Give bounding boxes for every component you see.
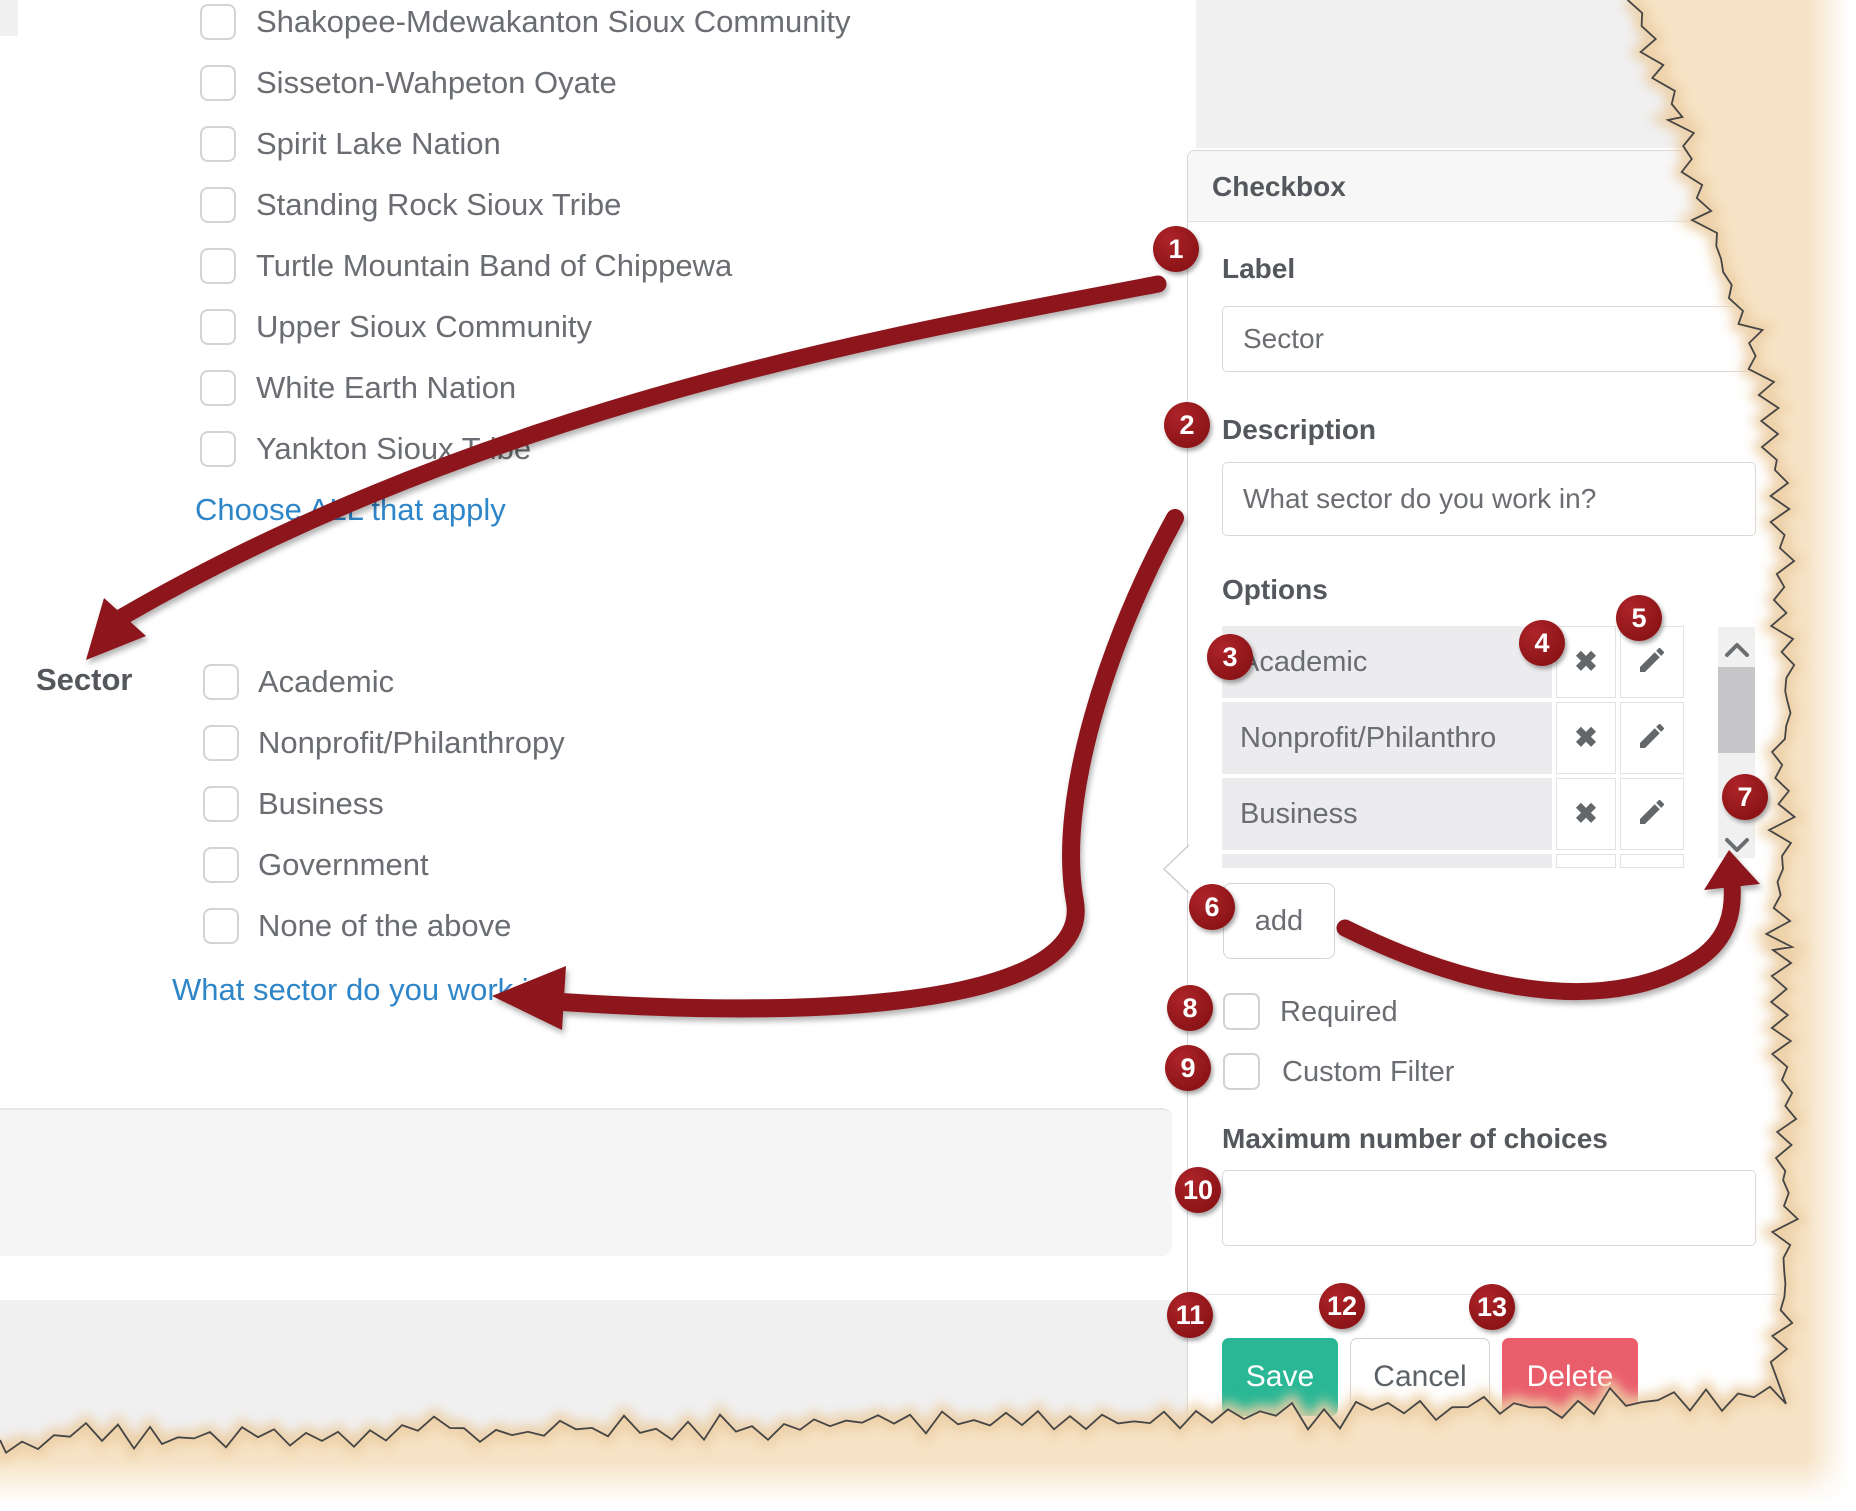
annotation-badge: 7 (1722, 774, 1768, 820)
checkbox[interactable] (203, 786, 239, 822)
label-input[interactable]: Sector (1222, 306, 1756, 372)
bottom-section-band (0, 1300, 1188, 1470)
checkbox[interactable] (200, 309, 236, 345)
save-button[interactable]: Save (1222, 1338, 1338, 1416)
checkbox[interactable] (200, 65, 236, 101)
option-label: Academic (258, 664, 395, 699)
panel-title: Checkbox (1212, 171, 1346, 202)
edit-pencil-icon (1636, 796, 1668, 833)
label-heading: Label (1222, 253, 1296, 284)
edit-option-button[interactable] (1620, 702, 1684, 774)
option-label: Upper Sioux Community (256, 309, 592, 344)
option-label: None of the above (258, 908, 512, 943)
description-heading: Description (1222, 414, 1377, 445)
annotation-badge: 3 (1207, 634, 1253, 680)
remove-icon: ✖ (1574, 646, 1598, 677)
option-label: Shakopee-Mdewakanton Sioux Community (256, 4, 851, 39)
option-label: Government (258, 847, 429, 882)
option-row-text: Nonprofit/Philanthro (1222, 702, 1552, 774)
option-row-text (1222, 854, 1552, 868)
next-field-placeholder-band (0, 1108, 1172, 1256)
options-scrollbar-thumb[interactable] (1718, 667, 1755, 753)
custom-filter-checkbox[interactable] (1223, 1053, 1260, 1090)
delete-button[interactable]: Delete (1502, 1338, 1638, 1416)
annotation-badge: 13 (1469, 1284, 1515, 1330)
option-label: Nonprofit/Philanthropy (258, 725, 565, 760)
checkbox[interactable] (200, 4, 236, 40)
annotation-badge: 8 (1167, 985, 1213, 1031)
annotation-badge: 1 (1153, 226, 1199, 272)
add-option-button[interactable]: add (1223, 883, 1335, 959)
description-input[interactable]: What sector do you work in? (1222, 462, 1756, 536)
checkbox[interactable] (203, 664, 239, 700)
page-corner-fragment (0, 0, 18, 36)
options-heading: Options (1222, 574, 1328, 605)
option-label: Sisseton-Wahpeton Oyate (256, 65, 617, 100)
option-row-text: Business (1222, 778, 1552, 850)
option-label: Business (258, 786, 384, 821)
sector-description-link[interactable]: What sector do you work in? (172, 972, 564, 1007)
annotation-badge: 9 (1165, 1045, 1211, 1091)
edit-option-button[interactable] (1620, 778, 1684, 850)
remove-icon: ✖ (1574, 798, 1598, 829)
checkbox[interactable] (200, 126, 236, 162)
checkbox[interactable] (200, 187, 236, 223)
top-right-gray-block (1196, 0, 1856, 148)
option-label: White Earth Nation (256, 370, 517, 405)
option-row-text: Academic (1222, 626, 1552, 698)
annotation-badge: 2 (1164, 402, 1210, 448)
annotation-badge: 6 (1189, 884, 1235, 930)
option-label: Yankton Sioux Tribe (256, 431, 532, 466)
required-checkbox[interactable] (1223, 993, 1260, 1030)
required-label: Required (1280, 996, 1398, 1028)
max-choices-heading: Maximum number of choices (1222, 1123, 1608, 1154)
checkbox[interactable] (203, 725, 239, 761)
remove-option-button[interactable]: ✖ (1556, 626, 1616, 698)
custom-filter-label: Custom Filter (1282, 1056, 1455, 1088)
remove-option-button[interactable]: ✖ (1556, 778, 1616, 850)
option-label: Turtle Mountain Band of Chippewa (256, 248, 733, 283)
checkbox[interactable] (200, 431, 236, 467)
checkbox[interactable] (200, 370, 236, 406)
option-label: Standing Rock Sioux Tribe (256, 187, 622, 222)
choose-all-link[interactable]: Choose ALL that apply (195, 492, 506, 527)
checkbox[interactable] (203, 908, 239, 944)
remove-icon: ✖ (1574, 722, 1598, 753)
option-label: Spirit Lake Nation (256, 126, 501, 161)
annotation-badge: 10 (1175, 1167, 1221, 1213)
remove-option-button (1556, 854, 1616, 868)
cancel-button[interactable]: Cancel (1350, 1338, 1490, 1416)
checkbox[interactable] (200, 248, 236, 284)
edit-pencil-icon (1636, 644, 1668, 681)
annotation-badge: 4 (1519, 620, 1565, 666)
annotation-arrow-to-description-link (492, 509, 1184, 1030)
edit-option-button (1620, 854, 1684, 868)
annotation-badge: 5 (1616, 595, 1662, 641)
edge-fade (1806, 0, 1856, 1511)
checkbox[interactable] (203, 847, 239, 883)
max-choices-input[interactable] (1222, 1170, 1756, 1246)
annotation-badge: 11 (1167, 1292, 1213, 1338)
remove-option-button[interactable]: ✖ (1556, 702, 1616, 774)
sector-field-label: Sector (36, 662, 133, 697)
edit-pencil-icon (1636, 720, 1668, 757)
annotation-badge: 12 (1319, 1283, 1365, 1329)
annotation-arrow-to-sector-label (86, 275, 1167, 660)
